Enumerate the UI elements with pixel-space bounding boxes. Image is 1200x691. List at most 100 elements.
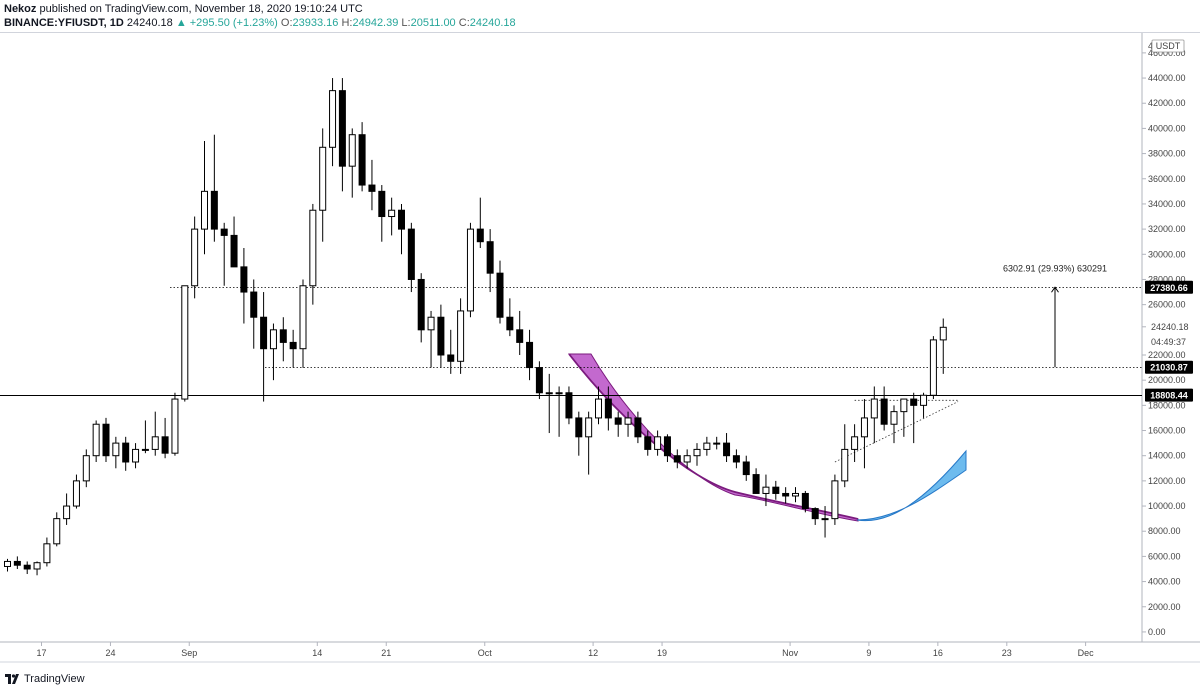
candle[interactable] bbox=[171, 392, 179, 456]
candle[interactable] bbox=[663, 434, 671, 462]
candle[interactable] bbox=[801, 490, 809, 513]
time-axis[interactable]: 17 24 Sep 14 21 Oct 12 19 Nov 9 16 23 Dec bbox=[36, 642, 1094, 658]
candle[interactable] bbox=[732, 449, 740, 469]
candle[interactable] bbox=[555, 386, 563, 437]
candle[interactable] bbox=[112, 436, 120, 469]
price-axis[interactable]: 46000.0044000.0042000.0040000.0038000.00… bbox=[1142, 39, 1193, 637]
candle[interactable] bbox=[772, 480, 780, 500]
candle[interactable] bbox=[43, 537, 51, 567]
candle[interactable] bbox=[161, 417, 169, 459]
candle[interactable] bbox=[624, 411, 632, 437]
candle[interactable] bbox=[220, 222, 228, 286]
candle[interactable] bbox=[289, 329, 297, 368]
candle[interactable] bbox=[230, 216, 238, 268]
candle[interactable] bbox=[260, 292, 268, 402]
candle[interactable] bbox=[427, 310, 435, 368]
candle[interactable] bbox=[407, 222, 415, 293]
candle[interactable] bbox=[851, 424, 859, 462]
candle[interactable] bbox=[72, 474, 80, 509]
candle[interactable] bbox=[457, 298, 465, 374]
candle[interactable] bbox=[703, 436, 711, 456]
candle[interactable] bbox=[348, 128, 356, 198]
candle[interactable] bbox=[604, 386, 612, 431]
candle[interactable] bbox=[338, 78, 346, 192]
candle[interactable] bbox=[151, 411, 159, 456]
candle[interactable] bbox=[811, 507, 819, 525]
candle[interactable] bbox=[565, 386, 573, 425]
candle[interactable] bbox=[82, 449, 90, 488]
candle[interactable] bbox=[634, 411, 642, 444]
candle[interactable] bbox=[309, 203, 317, 305]
candle[interactable] bbox=[535, 361, 543, 400]
candle[interactable] bbox=[437, 304, 445, 368]
candle[interactable] bbox=[654, 430, 662, 456]
candle[interactable] bbox=[476, 197, 484, 248]
candle[interactable] bbox=[250, 279, 258, 349]
candle[interactable] bbox=[644, 430, 652, 456]
candle[interactable] bbox=[132, 443, 140, 469]
candle[interactable] bbox=[506, 298, 514, 337]
candle[interactable] bbox=[191, 216, 199, 299]
candle[interactable] bbox=[723, 433, 731, 462]
candle[interactable] bbox=[545, 373, 553, 434]
candle[interactable] bbox=[496, 260, 504, 324]
candle[interactable] bbox=[890, 405, 898, 444]
candle[interactable] bbox=[486, 229, 494, 293]
candle[interactable] bbox=[870, 386, 878, 444]
candle[interactable] bbox=[398, 203, 405, 255]
level-price-tag[interactable] bbox=[1145, 360, 1193, 374]
candle[interactable] bbox=[585, 411, 593, 475]
candle[interactable] bbox=[299, 279, 307, 368]
candle[interactable] bbox=[880, 386, 888, 431]
candle[interactable] bbox=[329, 78, 337, 167]
candle[interactable] bbox=[378, 185, 386, 242]
candle[interactable] bbox=[900, 398, 908, 437]
candle[interactable] bbox=[319, 128, 327, 242]
candle[interactable] bbox=[752, 468, 760, 494]
candle[interactable] bbox=[939, 318, 947, 374]
candle[interactable] bbox=[4, 558, 11, 572]
candle[interactable] bbox=[102, 417, 110, 462]
candle[interactable] bbox=[92, 420, 100, 462]
level-price-tag[interactable] bbox=[1145, 388, 1193, 402]
candle[interactable] bbox=[575, 411, 583, 456]
candle[interactable] bbox=[279, 317, 287, 362]
candle[interactable] bbox=[693, 443, 701, 466]
candle[interactable] bbox=[831, 474, 839, 525]
candle[interactable] bbox=[53, 512, 61, 547]
candle[interactable] bbox=[122, 436, 130, 471]
candle[interactable] bbox=[782, 487, 790, 504]
candle[interactable] bbox=[683, 449, 691, 469]
candle[interactable] bbox=[762, 474, 770, 507]
currency-badge[interactable] bbox=[1151, 39, 1185, 53]
candle[interactable] bbox=[240, 247, 248, 324]
candle[interactable] bbox=[447, 329, 455, 374]
candle[interactable] bbox=[63, 493, 71, 525]
candle[interactable] bbox=[614, 411, 622, 437]
candle[interactable] bbox=[210, 134, 218, 242]
candle[interactable] bbox=[33, 561, 41, 576]
candles[interactable] bbox=[4, 78, 947, 576]
candle[interactable] bbox=[13, 556, 21, 569]
candle[interactable] bbox=[368, 159, 376, 211]
candle[interactable] bbox=[910, 392, 918, 444]
level-price-tag[interactable] bbox=[1145, 280, 1193, 294]
candle[interactable] bbox=[181, 285, 189, 402]
candle[interactable] bbox=[860, 399, 868, 469]
candle[interactable] bbox=[841, 424, 849, 488]
candle[interactable] bbox=[417, 273, 425, 343]
candle[interactable] bbox=[23, 561, 31, 575]
candle[interactable] bbox=[388, 197, 396, 236]
candle[interactable] bbox=[595, 386, 602, 425]
candle[interactable] bbox=[141, 420, 149, 454]
candle[interactable] bbox=[713, 436, 721, 450]
candle[interactable] bbox=[821, 506, 829, 538]
author-name[interactable]: Nekoz bbox=[4, 3, 37, 15]
candle[interactable] bbox=[269, 323, 277, 381]
candle[interactable] bbox=[516, 310, 524, 355]
candle[interactable] bbox=[358, 122, 366, 192]
symbol-name[interactable]: BINANCE:YFIUSDT, 1D bbox=[4, 17, 124, 29]
candle[interactable] bbox=[526, 329, 534, 381]
candle[interactable] bbox=[201, 140, 208, 255]
